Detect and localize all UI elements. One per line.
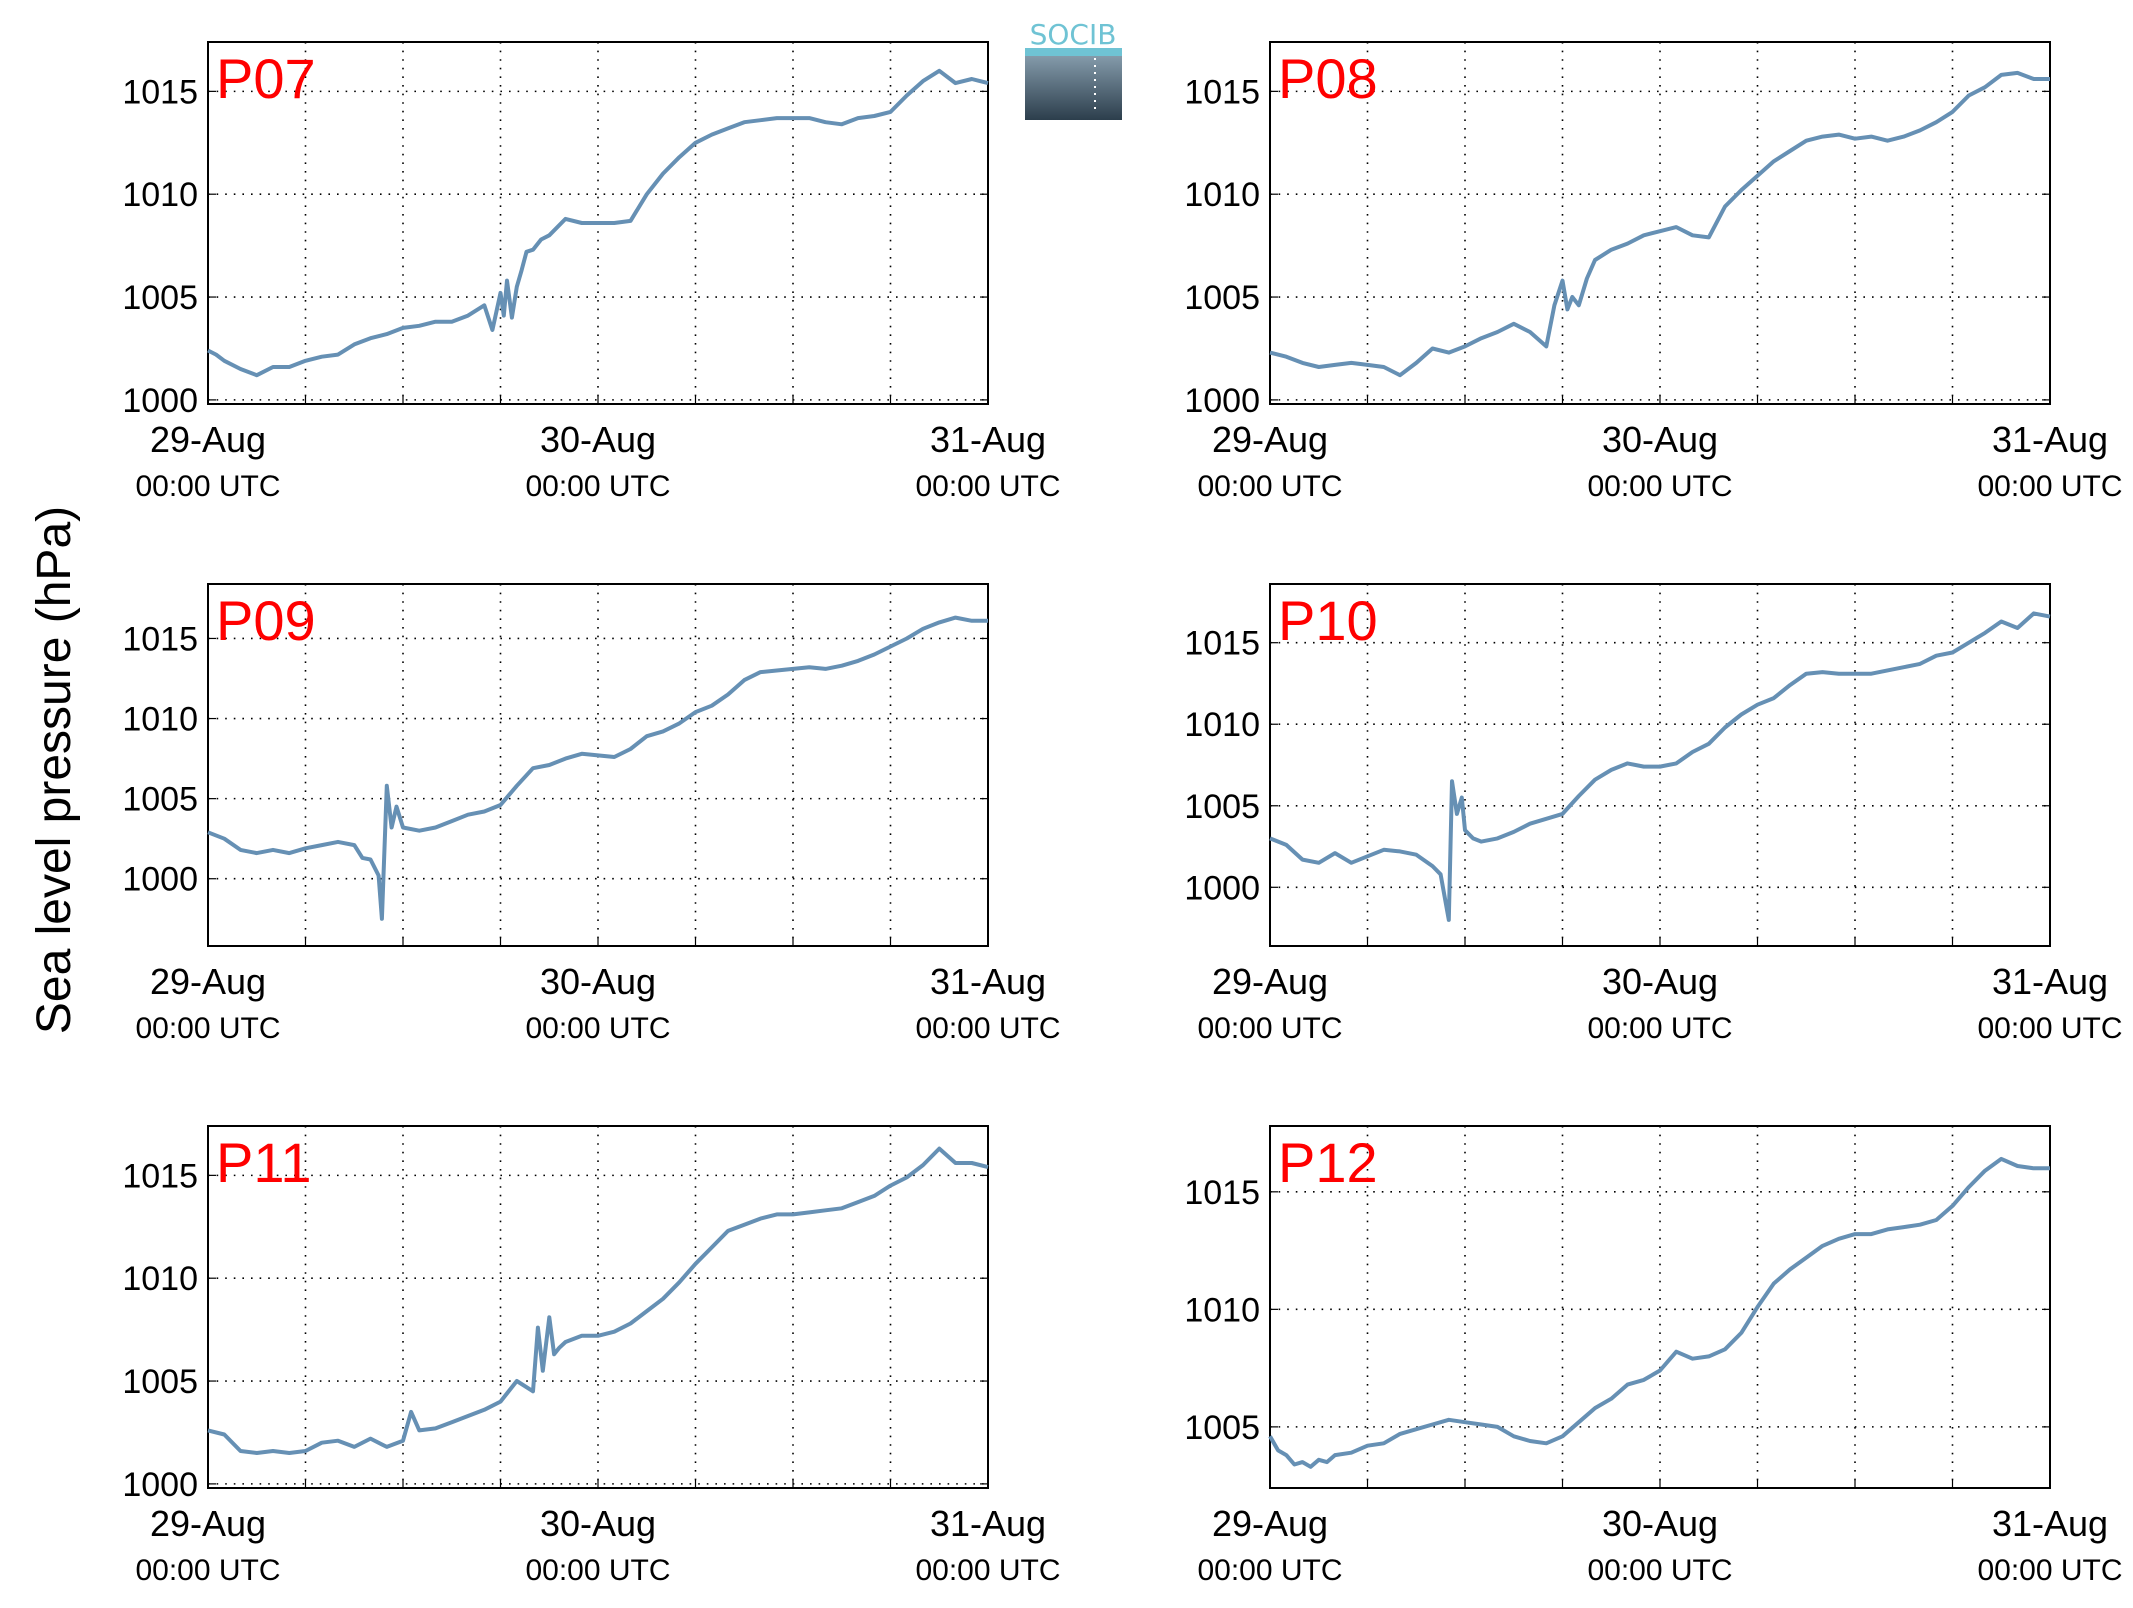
y-tick-label: 1015 <box>1184 73 1260 111</box>
panel-p07: 1000 1005 1010 1015 29-Aug 00:00 UTC 30-Aug 00:… <box>122 41 1061 503</box>
y-tick-label: 1000 <box>122 861 198 899</box>
pressure-series-line <box>207 1146 989 1455</box>
x-tick-label-date: 31-Aug <box>1992 419 2108 460</box>
x-tick-label-time: 00:00 UTC <box>135 1554 280 1587</box>
axes-frame <box>1269 583 2051 947</box>
axes-frame <box>1269 1125 2051 1489</box>
y-tick-label: 1010 <box>1184 706 1260 744</box>
y-tick-label: 1010 <box>122 701 198 739</box>
axes-frame <box>207 1125 989 1489</box>
x-tick-label-date: 29-Aug <box>150 961 266 1002</box>
x-tick-label-date: 31-Aug <box>930 961 1046 1002</box>
logo-wave <box>1025 48 1122 56</box>
x-tick-label-time: 00:00 UTC <box>1197 470 1342 503</box>
axes-frame <box>207 41 989 405</box>
y-tick-label: 1010 <box>122 176 198 214</box>
pressure-series-line <box>207 68 989 378</box>
x-tick-label-time: 00:00 UTC <box>135 470 280 503</box>
x-tick-label-time: 00:00 UTC <box>135 1012 280 1045</box>
panel-label: P12 <box>1278 1131 1378 1194</box>
logo-shape <box>1025 50 1122 120</box>
y-tick-label: 1000 <box>1184 869 1260 907</box>
logo-text: SOCIB <box>1030 18 1117 51</box>
x-tick-label-date: 31-Aug <box>1992 1503 2108 1544</box>
y-tick-label: 1005 <box>122 1363 198 1401</box>
y-tick-label: 1000 <box>1184 382 1260 420</box>
x-tick-label-date: 31-Aug <box>930 419 1046 460</box>
panel-label: P09 <box>216 589 316 652</box>
y-tick-label: 1010 <box>1184 176 1260 214</box>
x-tick-label-date: 30-Aug <box>540 1503 656 1544</box>
y-tick-label: 1015 <box>122 1157 198 1195</box>
x-tick-label-time: 00:00 UTC <box>1587 1012 1732 1045</box>
socib-logo: SOCIB <box>1025 18 1122 120</box>
axes-frame <box>1269 41 2051 405</box>
x-tick-label-date: 30-Aug <box>540 961 656 1002</box>
x-tick-label-date: 29-Aug <box>1212 1503 1328 1544</box>
y-tick-label: 1015 <box>122 73 198 111</box>
panel-p12: 1005 1010 1015 29-Aug 00:00 UTC 30-Aug 00:00 U… <box>1184 1125 2123 1587</box>
panel-label: P11 <box>216 1131 311 1194</box>
x-tick-label-date: 29-Aug <box>1212 419 1328 460</box>
y-tick-label: 1000 <box>122 382 198 420</box>
panel-p10: 1000 1005 1010 1015 29-Aug 00:00 UTC 30-Aug 00:… <box>1184 583 2123 1045</box>
y-tick-label: 1005 <box>1184 1409 1260 1447</box>
y-tick-label: 1015 <box>122 620 198 658</box>
x-tick-label-time: 00:00 UTC <box>1977 1554 2122 1587</box>
panel-label: P08 <box>1278 47 1378 110</box>
x-tick-label-time: 00:00 UTC <box>915 1554 1060 1587</box>
y-tick-label: 1005 <box>1184 279 1260 317</box>
y-tick-label: 1015 <box>1184 1174 1260 1212</box>
x-tick-label-date: 29-Aug <box>150 419 266 460</box>
x-tick-label-time: 00:00 UTC <box>525 1554 670 1587</box>
x-tick-label-date: 29-Aug <box>150 1503 266 1544</box>
panel-label: P10 <box>1278 589 1378 652</box>
panel-p09: 1000 1005 1010 1015 29-Aug 00:00 UTC 30-Aug 00:… <box>122 583 1061 1045</box>
x-tick-label-time: 00:00 UTC <box>525 470 670 503</box>
y-tick-label: 1005 <box>122 279 198 317</box>
x-tick-label-date: 31-Aug <box>930 1503 1046 1544</box>
x-tick-label-date: 30-Aug <box>1602 1503 1718 1544</box>
x-tick-label-date: 30-Aug <box>1602 961 1718 1002</box>
pressure-series-line <box>1269 70 2050 378</box>
y-tick-label: 1000 <box>122 1466 198 1504</box>
pressure-series-line <box>207 615 988 921</box>
x-tick-label-date: 30-Aug <box>1602 419 1718 460</box>
x-tick-label-time: 00:00 UTC <box>525 1012 670 1045</box>
x-tick-label-date: 30-Aug <box>540 419 656 460</box>
x-tick-label-date: 29-Aug <box>1212 961 1328 1002</box>
x-tick-label-time: 00:00 UTC <box>1587 1554 1732 1587</box>
x-tick-label-time: 00:00 UTC <box>1977 1012 2122 1045</box>
y-tick-label: 1010 <box>1184 1291 1260 1329</box>
y-tick-label: 1005 <box>122 781 198 819</box>
pressure-series-line <box>1268 1156 2050 1469</box>
y-tick-label: 1015 <box>1184 625 1260 663</box>
pressure-series-line <box>1269 611 2051 922</box>
panel-label: P07 <box>216 47 316 110</box>
y-tick-label: 1005 <box>1184 788 1260 826</box>
panel-p11: 1000 1005 1010 1015 29-Aug 00:00 UTC 30-Aug 00:… <box>122 1125 1061 1587</box>
y-axis-title: Sea level pressure (hPa) <box>28 506 81 1034</box>
panel-p08: 1000 1005 1010 1015 29-Aug 00:00 UTC 30-Aug 00:… <box>1184 41 2123 503</box>
x-tick-label-time: 00:00 UTC <box>1197 1554 1342 1587</box>
x-tick-label-date: 31-Aug <box>1992 961 2108 1002</box>
x-tick-label-time: 00:00 UTC <box>1977 470 2122 503</box>
y-tick-label: 1010 <box>122 1260 198 1298</box>
x-tick-label-time: 00:00 UTC <box>1197 1012 1342 1045</box>
axes-frame <box>207 583 989 947</box>
x-tick-label-time: 00:00 UTC <box>1587 470 1732 503</box>
x-tick-label-time: 00:00 UTC <box>915 1012 1060 1045</box>
x-tick-label-time: 00:00 UTC <box>915 470 1060 503</box>
